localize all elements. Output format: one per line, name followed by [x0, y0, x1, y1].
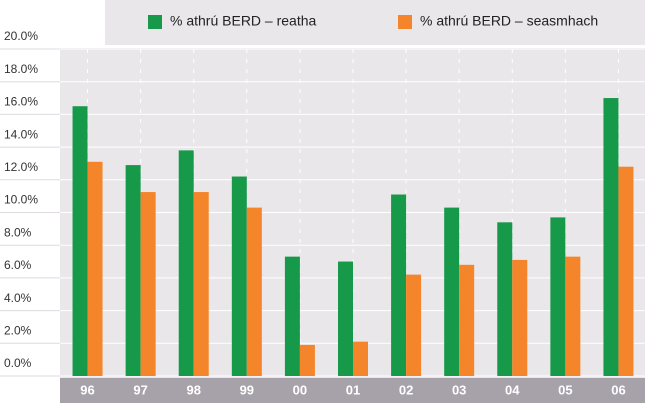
y-tick-label: 12.0% — [4, 160, 38, 174]
bar — [391, 194, 407, 376]
bar — [618, 166, 634, 376]
bar — [550, 217, 566, 376]
bar — [72, 106, 88, 376]
legend-swatch — [398, 15, 412, 29]
x-tick-label: 02 — [399, 382, 413, 397]
bar — [497, 222, 513, 376]
x-tick-label: 03 — [452, 382, 466, 397]
y-tick-label: 20.0% — [4, 29, 38, 43]
bar — [178, 150, 194, 376]
y-tick-label: 10.0% — [4, 193, 38, 207]
x-tick-label: 04 — [505, 382, 520, 397]
bar — [444, 207, 460, 376]
y-tick-label: 14.0% — [4, 127, 38, 141]
y-tick-label: 16.0% — [4, 95, 38, 109]
y-tick-label: 4.0% — [4, 291, 32, 305]
bar — [603, 98, 619, 377]
legend-background — [105, 0, 645, 45]
x-tick-label: 00 — [293, 382, 307, 397]
y-tick-label: 0.0% — [4, 356, 32, 370]
bar — [512, 259, 528, 376]
bar — [231, 176, 247, 376]
bar — [353, 341, 368, 376]
bar — [338, 261, 353, 376]
y-tick-label: 8.0% — [4, 225, 32, 239]
y-tick-label: 6.0% — [4, 258, 32, 272]
bar — [140, 192, 156, 376]
bar — [246, 207, 262, 376]
x-tick-label: 01 — [346, 382, 360, 397]
bar — [299, 344, 315, 376]
x-tick-label: 06 — [611, 382, 625, 397]
x-tick-label: 98 — [186, 382, 200, 397]
legend-swatch — [148, 15, 162, 29]
x-tick-label: 05 — [558, 382, 572, 397]
bar — [406, 274, 422, 376]
bar — [125, 165, 141, 376]
y-tick-label: 18.0% — [4, 62, 38, 76]
bar — [87, 161, 103, 376]
legend-label: % athrú BERD – reatha — [170, 13, 317, 29]
x-tick-label: 99 — [240, 382, 254, 397]
bar — [284, 256, 300, 376]
x-tick-label: 96 — [80, 382, 94, 397]
bar — [193, 192, 209, 376]
bar — [565, 256, 581, 376]
bar — [459, 264, 475, 376]
x-tick-label: 97 — [133, 382, 147, 397]
y-tick-label: 2.0% — [4, 323, 32, 337]
x-axis-band — [60, 378, 645, 403]
legend-label: % athrú BERD – seasmhach — [420, 13, 598, 29]
